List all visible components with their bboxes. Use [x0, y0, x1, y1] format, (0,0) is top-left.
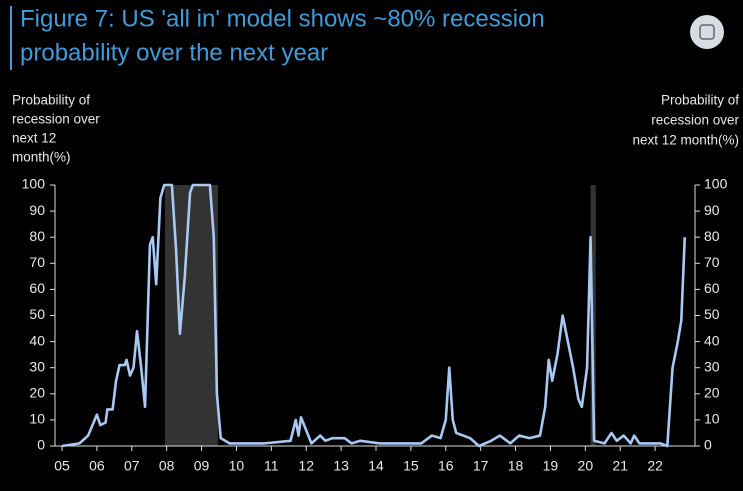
x-tick-label: 11: [264, 458, 279, 474]
y2-axis-label: recession over: [651, 113, 739, 128]
y2-axis-label: Probability of: [661, 93, 739, 108]
x-tick-label: 07: [124, 458, 140, 474]
x-tick-label: 12: [298, 458, 314, 474]
x-tick-label: 08: [159, 458, 175, 474]
x-tick-label: 09: [194, 458, 210, 474]
y2-tick-label: 50: [704, 306, 720, 322]
x-tick-label: 21: [612, 458, 628, 474]
y-tick-label: 40: [29, 332, 45, 348]
y2-tick-label: 30: [704, 358, 720, 374]
y-tick-label: 70: [29, 254, 45, 270]
y2-tick-label: 0: [704, 437, 712, 453]
x-tick-label: 06: [89, 458, 105, 474]
x-tick-label: 15: [403, 458, 419, 474]
lens-icon[interactable]: [690, 15, 724, 49]
x-tick-label: 16: [438, 458, 454, 474]
y2-tick-label: 10: [704, 411, 720, 427]
y-axis-label: recession over: [12, 112, 100, 127]
lens-glyph: [699, 24, 715, 40]
y-tick-label: 50: [29, 306, 45, 322]
x-tick-label: 14: [368, 458, 384, 474]
y2-tick-label: 20: [704, 385, 720, 401]
y-tick-label: 80: [29, 228, 45, 244]
x-tick-label: 05: [54, 458, 70, 474]
y-axis-label: month(%): [12, 150, 71, 165]
y-axis-label: next 12: [12, 131, 56, 146]
x-tick-label: 18: [508, 458, 524, 474]
x-tick-label: 10: [229, 458, 245, 474]
x-tick-label: 19: [543, 458, 559, 474]
y-tick-label: 60: [29, 280, 45, 296]
x-tick-label: 17: [473, 458, 489, 474]
data-line: [61, 183, 687, 448]
y2-tick-label: 70: [704, 254, 720, 270]
recession-shade: [164, 185, 218, 446]
chart-title: Figure 7: US 'all in' model shows ~80% r…: [20, 5, 545, 32]
y-tick-label: 10: [29, 411, 45, 427]
x-tick-label: 22: [647, 458, 663, 474]
y-tick-label: 30: [29, 358, 45, 374]
x-tick-label: 13: [333, 458, 349, 474]
y2-tick-label: 40: [704, 332, 720, 348]
y-tick-label: 100: [22, 176, 46, 192]
y2-axis-label: next 12 month(%): [632, 133, 739, 148]
y2-tick-label: 60: [704, 280, 720, 296]
y2-tick-label: 80: [704, 228, 720, 244]
y-tick-label: 0: [37, 437, 45, 453]
y2-tick-label: 90: [704, 202, 720, 218]
y-axis-label: Probability of: [12, 93, 90, 108]
y-tick-label: 20: [29, 385, 45, 401]
y-tick-label: 90: [29, 202, 45, 218]
y2-tick-label: 100: [704, 176, 728, 192]
chart-title: probability over the next year: [20, 39, 328, 66]
x-tick-label: 20: [578, 458, 594, 474]
